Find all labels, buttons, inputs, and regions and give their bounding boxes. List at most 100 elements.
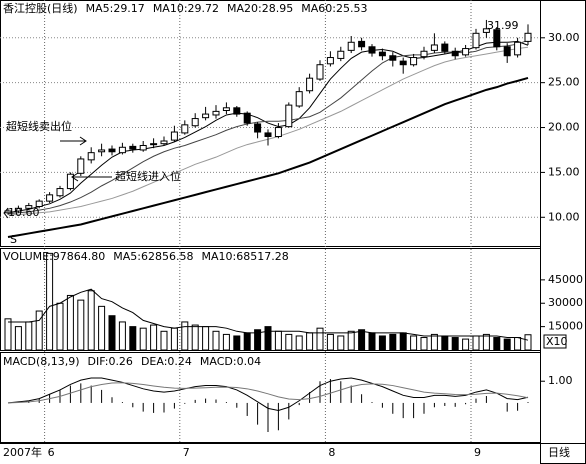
y-tick-label: 45000 [548, 273, 583, 286]
volume-bar [139, 327, 147, 351]
volume-bar [87, 290, 95, 351]
volume-bar [441, 335, 449, 351]
header-label: DEA:0.24 [141, 355, 192, 368]
volume-bar [191, 324, 199, 351]
candle-body [389, 55, 397, 61]
y-tick-label: 30000 [548, 296, 583, 309]
candle-body [441, 43, 449, 52]
candle-body [378, 51, 386, 57]
candle-body [170, 131, 178, 141]
header-label: MA10:68517.28 [201, 250, 288, 263]
candle-body [77, 158, 85, 174]
date-label: 7 [183, 446, 190, 459]
candle-body [462, 48, 470, 56]
annotation: 超短线进入位 [115, 169, 181, 183]
volume-bar [98, 305, 106, 351]
volume-bar [4, 318, 12, 351]
volume-bar [306, 332, 314, 351]
volume-bar [378, 335, 386, 351]
volume-bar [212, 330, 220, 351]
volume-bar [108, 315, 116, 351]
volume-bar [316, 327, 324, 351]
candle-body [233, 107, 241, 115]
volume-bar [56, 302, 64, 351]
candle-body [264, 132, 272, 138]
candle-body [243, 112, 251, 124]
date-label: 9 [474, 446, 481, 459]
candle-body [326, 57, 334, 65]
candle-body [524, 32, 532, 42]
candle-body [35, 200, 43, 208]
candle-body [514, 41, 522, 56]
axis-panel [540, 0, 586, 464]
candle-body [316, 64, 324, 80]
header-label: 香江控股(日线) [3, 1, 78, 15]
candle-body [410, 57, 418, 66]
candle-body [503, 46, 511, 57]
candle-body [254, 123, 262, 133]
date-label: 6 [48, 446, 55, 459]
annotation: 超短线卖出位 [6, 119, 72, 133]
volume-bar [77, 299, 85, 351]
candle-body [368, 46, 376, 54]
unit-box [543, 334, 567, 349]
candle-body [295, 91, 303, 107]
volume-bar [150, 324, 158, 351]
volume-bar [493, 337, 501, 351]
volume-bar [170, 327, 178, 351]
candle-body [160, 140, 168, 145]
candle-body [14, 207, 22, 212]
candle-body [337, 50, 345, 59]
ma-line [7, 40, 529, 214]
date-label: 8 [328, 446, 335, 459]
volume-bar [347, 330, 355, 351]
candle-body [274, 127, 282, 138]
volume-bar [181, 321, 189, 351]
candle-body [150, 143, 158, 146]
candle-body [493, 29, 501, 48]
candle-body [451, 50, 459, 57]
volume-bar [451, 337, 459, 351]
volume-bar [472, 335, 480, 351]
volume-bar [243, 332, 251, 351]
volume-bar [66, 294, 74, 351]
candle-body [108, 148, 116, 153]
candle-body [202, 113, 210, 119]
volume-bar [524, 334, 532, 351]
header-label: VOLUME:97864.80 [3, 250, 105, 263]
candle-body [358, 40, 366, 48]
volume-bar [503, 338, 511, 351]
volume-bar [25, 321, 33, 351]
volume-bar [420, 337, 428, 351]
candle-body [181, 124, 189, 134]
candle-body [472, 32, 480, 49]
volume-bar [389, 333, 397, 351]
macd-panel [0, 352, 541, 443]
y-tick-label: 30.00 [548, 31, 580, 44]
ma-line [7, 39, 529, 215]
volume-bar [514, 337, 522, 351]
candle-body [212, 110, 220, 116]
candle-body [222, 107, 230, 111]
header-label: MA60:25.53 [301, 2, 367, 15]
header-label: MA10:29.72 [153, 2, 219, 15]
arrow [71, 172, 112, 182]
period-label: 日线 [548, 445, 570, 459]
candle-body [25, 205, 33, 209]
header-label: MACD(8,13,9) [3, 355, 80, 368]
header-label: MA5:29.17 [86, 2, 145, 15]
volume-bar [222, 333, 230, 351]
volume-bar [233, 335, 241, 351]
header-label: MA5:62856.58 [113, 250, 193, 263]
volume-bar [254, 329, 262, 351]
header-label: MA20:28.95 [227, 2, 293, 15]
candle-body [430, 44, 438, 51]
volume-bar [35, 310, 43, 351]
candle-body [56, 188, 64, 197]
y-tick-label: 1.00 [548, 374, 573, 387]
ma-line [7, 76, 529, 239]
annotation: S [10, 233, 17, 246]
volume-bar [399, 332, 407, 351]
candle-body [347, 41, 355, 51]
